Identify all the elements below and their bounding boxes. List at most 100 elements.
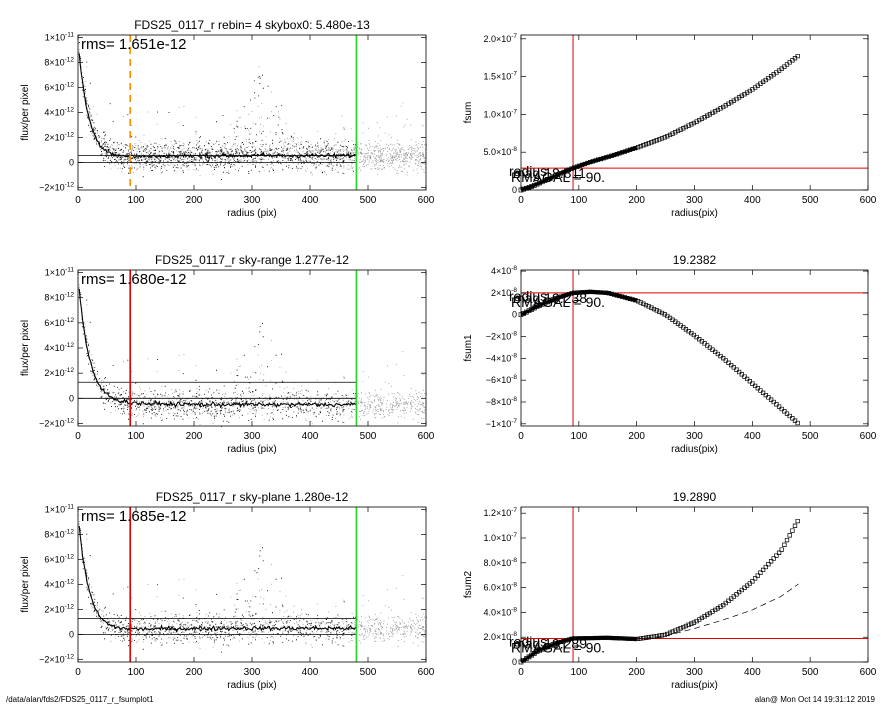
- x-tick-label: 100: [128, 431, 145, 442]
- x-tick-label: 100: [128, 667, 145, 678]
- fsum-panel-fsum: 0 100 200 300 400 500 600 2.0×10-7 1.5×10-7 1.0×1…: [463, 33, 877, 219]
- x-tick-label: 400: [302, 667, 319, 678]
- y-tick-exponent: -12: [65, 57, 75, 64]
- x-tick-label: 500: [360, 667, 377, 678]
- y-tick-exponent: -7: [511, 507, 517, 514]
- x-tick-label: 600: [860, 667, 877, 678]
- cumulative-flux-core: [520, 290, 638, 317]
- y-tick-label: 1.0×10-7: [483, 532, 517, 543]
- y-tick-exponent: -7: [511, 108, 517, 115]
- y-tick-exponent: -8: [511, 146, 517, 153]
- x-tick-label: 0: [518, 195, 524, 206]
- y-axis-label: flux/per pixel: [20, 556, 31, 612]
- y-tick-exponent: -8: [511, 606, 517, 613]
- x-tick-label: 200: [186, 667, 203, 678]
- y-tick-exponent: -11: [65, 267, 74, 274]
- y-axis-label: fsum: [463, 102, 474, 124]
- mean-profile-line: [78, 288, 357, 409]
- y-tick-label: −1×10-7: [486, 418, 518, 429]
- y-tick-exponent: -7: [511, 33, 517, 40]
- x-tick-label: 400: [744, 431, 761, 442]
- chart-title: 19.2890: [673, 490, 717, 504]
- magnitude-annotation: mag 19.289: [513, 635, 587, 651]
- x-tick-label: 200: [628, 431, 645, 442]
- y-tick-label: 0: [512, 310, 517, 320]
- y-tick-exponent: -11: [65, 32, 74, 39]
- y-tick-exponent: -8: [511, 331, 517, 338]
- y-tick-label: 0: [512, 185, 517, 195]
- fsum-panel-fsum1: 0 100 200 300 400 500 600 4×10-8 2×10-8 0 −2×10-8 −…: [463, 253, 877, 455]
- x-axis-label: radius (pix): [227, 208, 276, 219]
- y-tick-label: 6×10-12: [44, 554, 74, 565]
- chart-title: 19.2382: [673, 253, 717, 267]
- y-tick-label: −2×10-12: [39, 654, 74, 665]
- x-tick-label: 400: [744, 195, 761, 206]
- cumulative-flux-markers: [518, 289, 800, 426]
- y-tick-label: 1.5×10-7: [483, 71, 517, 82]
- x-tick-label: 300: [244, 431, 261, 442]
- y-tick-label: 4×10-12: [44, 107, 74, 118]
- cumulative-flux-markers: [518, 53, 800, 193]
- y-tick-label: 8×10-12: [44, 57, 74, 68]
- y-tick-exponent: -11: [65, 504, 74, 511]
- y-tick-label: 2×10-12: [44, 367, 74, 378]
- y-tick-label: 4×10-12: [44, 579, 74, 590]
- y-tick-label: 1×10-11: [45, 267, 75, 278]
- y-tick-exponent: -12: [65, 182, 75, 189]
- x-axis-label: radius (pix): [227, 680, 276, 691]
- y-tick-label: 4×10-8: [491, 265, 517, 276]
- y-tick-label: 0: [69, 630, 74, 640]
- y-tick-label: 2.0×10-8: [483, 631, 517, 642]
- overlap-label: radius: [509, 288, 547, 304]
- x-tick-label: 300: [686, 667, 703, 678]
- x-tick-label: 600: [418, 195, 435, 206]
- x-axis-label: radius(pix): [671, 444, 718, 455]
- y-tick-exponent: -12: [65, 654, 75, 661]
- y-tick-exponent: -12: [65, 579, 75, 586]
- y-tick-exponent: -12: [65, 604, 75, 611]
- x-tick-label: 300: [686, 195, 703, 206]
- y-tick-label: 4×10-12: [44, 342, 74, 353]
- y-tick-label: 0: [512, 657, 517, 667]
- overlap-label: radius: [509, 163, 547, 179]
- y-tick-label: −8×10-8: [486, 396, 518, 407]
- y-tick-exponent: -8: [511, 396, 517, 403]
- y-tick-label: 8×10-12: [44, 292, 74, 303]
- x-tick-label: 100: [128, 195, 145, 206]
- flux-panel-flux1: 0 100 200 300 400 500 600 1×10-11 8×10-12 6×10-12…: [20, 18, 435, 219]
- y-tick-label: −2×10-8: [486, 331, 518, 342]
- y-tick-exponent: -8: [511, 582, 517, 589]
- y-tick-label: 1.2×10-7: [483, 507, 517, 518]
- timestamp-label: alan@ Mon Oct 14 19:31:12 2019: [754, 695, 875, 704]
- mean-profile-line: [78, 525, 357, 633]
- cumulative-flux-core: [520, 636, 637, 664]
- flux-panel-flux2: 0 100 200 300 400 500 600 1×10-11 8×10-12 6×10-12…: [20, 253, 435, 455]
- x-tick-label: 500: [360, 431, 377, 442]
- y-tick-exponent: -12: [65, 529, 75, 536]
- y-axis-label: flux/per pixel: [20, 84, 31, 140]
- y-tick-label: 6×10-12: [44, 82, 74, 93]
- y-tick-exponent: -7: [511, 418, 517, 425]
- x-tick-label: 100: [570, 431, 587, 442]
- y-tick-exponent: -8: [511, 374, 517, 381]
- x-tick-label: 300: [686, 431, 703, 442]
- y-tick-exponent: -12: [65, 554, 75, 561]
- y-axis-label: fsum1: [463, 334, 474, 362]
- x-tick-label: 600: [860, 195, 877, 206]
- x-tick-label: 400: [744, 667, 761, 678]
- flux-panel-flux3: 0 100 200 300 400 500 600 1×10-11 8×10-12 6×10-12…: [20, 490, 435, 691]
- x-tick-label: 600: [418, 667, 435, 678]
- y-tick-label: −2×10-12: [39, 182, 74, 193]
- chart-title: FDS25_0117_r rebin= 4 skybox0: 5.480e-13: [134, 18, 370, 32]
- y-tick-label: 1×10-11: [45, 32, 75, 43]
- x-axis-label: radius(pix): [671, 680, 718, 691]
- y-tick-label: 8.0×10-8: [483, 557, 517, 568]
- x-tick-label: 200: [186, 431, 203, 442]
- pixel-scatter-black: [79, 42, 358, 180]
- rms-annotation: rms= 1.651e-12: [81, 36, 186, 53]
- x-axis-label: radius (pix): [227, 444, 276, 455]
- x-tick-label: 500: [802, 195, 819, 206]
- y-tick-exponent: -12: [65, 107, 75, 114]
- y-tick-exponent: -8: [511, 557, 517, 564]
- y-tick-exponent: -12: [65, 317, 75, 324]
